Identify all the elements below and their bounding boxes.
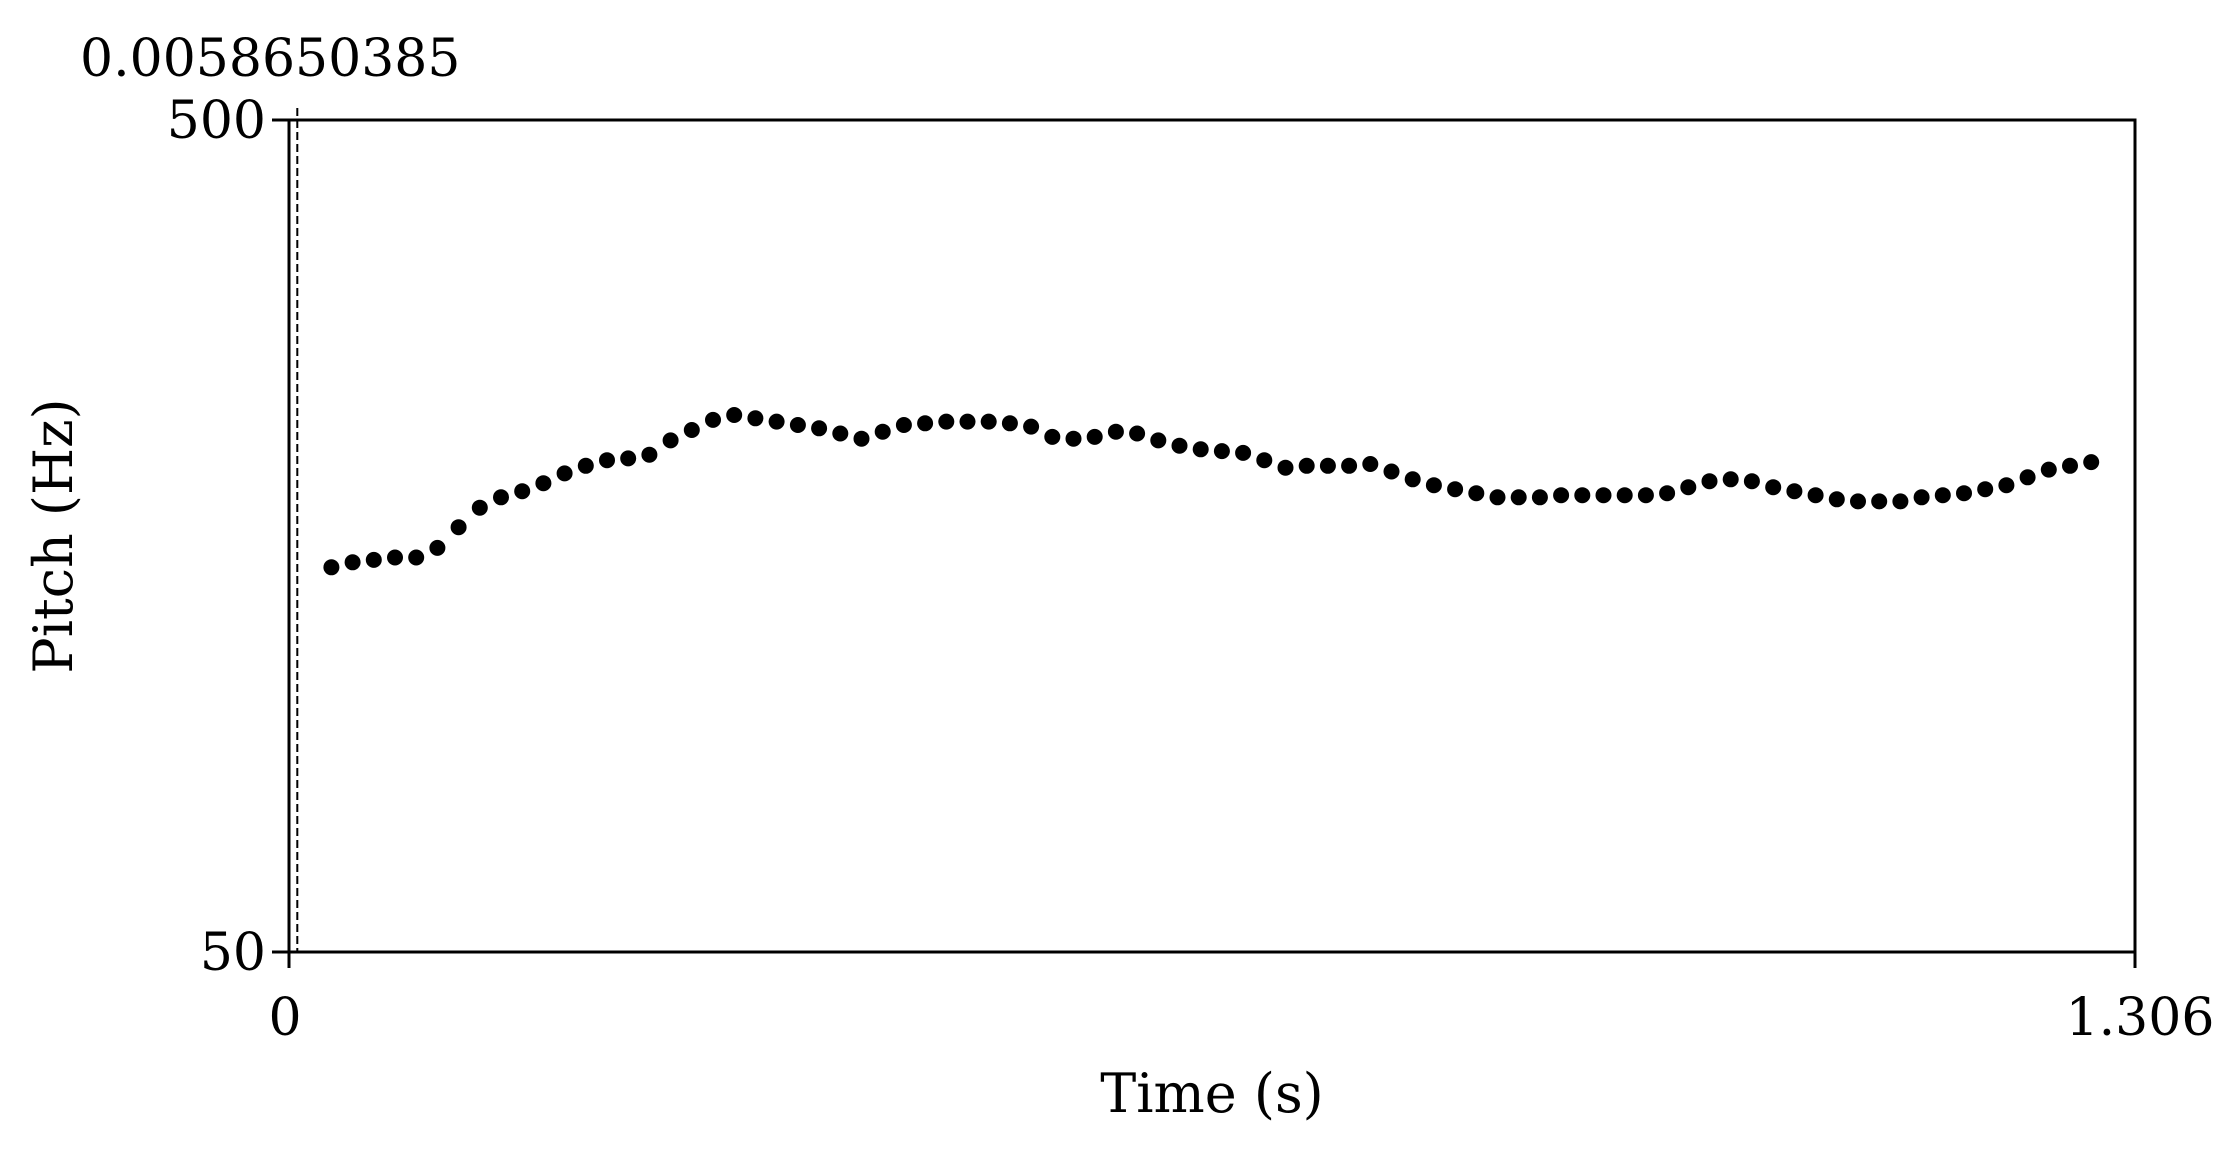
- pitch-point: [1150, 432, 1167, 449]
- pitch-point: [535, 475, 552, 492]
- pitch-point: [1574, 487, 1591, 504]
- pitch-point: [1659, 485, 1676, 502]
- pitch-point: [1383, 463, 1400, 480]
- pitch-point: [1680, 479, 1697, 496]
- pitch-point: [1807, 487, 1824, 504]
- pitch-point: [683, 422, 700, 438]
- pitch-point: [1765, 479, 1782, 496]
- pitch-point: [1319, 457, 1336, 474]
- pitch-point: [1977, 481, 1994, 498]
- pitch-point: [853, 430, 870, 447]
- pitch-point: [789, 417, 806, 433]
- y-tick-label-min: 50: [200, 923, 266, 983]
- pitch-point: [1192, 441, 1209, 458]
- pitch-point: [1934, 487, 1951, 504]
- pitch-point: [1850, 493, 1866, 510]
- pitch-point: [1871, 493, 1888, 510]
- pitch-point: [1616, 487, 1633, 504]
- pitch-point: [1129, 425, 1146, 442]
- pitch-point: [1425, 477, 1442, 494]
- pitch-point: [938, 413, 955, 430]
- pitch-point: [1998, 477, 2015, 494]
- pitch-point: [1637, 487, 1654, 504]
- pitch-point: [408, 549, 425, 566]
- plot-frame: [287, 118, 2137, 954]
- pitch-point: [1913, 489, 1930, 506]
- pitch-point: [1001, 415, 1018, 432]
- time-cursor-label: 0.0058650385: [80, 29, 460, 89]
- pitch-point: [1023, 418, 1040, 435]
- pitch-point: [2040, 461, 2057, 478]
- pitch-point: [1213, 443, 1230, 460]
- pitch-point: [1489, 489, 1506, 506]
- pitch-points: [323, 407, 2100, 576]
- pitch-point: [387, 549, 403, 566]
- pitch-point: [917, 415, 934, 432]
- pitch-point: [811, 420, 828, 437]
- pitch-point: [768, 413, 785, 430]
- pitch-point: [895, 417, 912, 433]
- pitch-point: [577, 457, 594, 474]
- pitch-point: [1277, 459, 1294, 476]
- pitch-point: [2083, 454, 2100, 471]
- pitch-point: [1743, 473, 1760, 490]
- pitch-point: [1235, 444, 1252, 461]
- pitch-point: [874, 423, 891, 440]
- pitch-point: [323, 559, 340, 576]
- pitch-point: [662, 432, 679, 449]
- x-axis-title: Time (s): [1100, 1062, 1323, 1125]
- pitch-point: [471, 499, 488, 516]
- pitch-point: [1468, 485, 1485, 502]
- pitch-point: [1362, 456, 1379, 472]
- pitch-point: [620, 450, 637, 467]
- pitch-point: [493, 489, 509, 506]
- pitch-point: [1828, 491, 1845, 508]
- pitch-point: [1531, 489, 1548, 506]
- pitch-point: [832, 425, 849, 442]
- pitch-point: [980, 413, 997, 430]
- pitch-point: [1510, 489, 1527, 506]
- pitch-point: [1722, 471, 1739, 488]
- pitch-point: [1044, 428, 1061, 445]
- pitch-point: [365, 551, 382, 568]
- pitch-point: [1341, 457, 1358, 474]
- pitch-point: [641, 446, 658, 463]
- pitch-point: [747, 410, 764, 427]
- pitch-point: [1701, 473, 1718, 490]
- pitch-point: [2062, 457, 2078, 474]
- pitch-point: [1404, 471, 1421, 488]
- y-axis-title: Pitch (Hz): [22, 398, 85, 673]
- pitch-point: [1298, 457, 1315, 474]
- pitch-point: [450, 519, 467, 536]
- pitch-point: [599, 452, 615, 469]
- pitch-point: [2019, 469, 2036, 486]
- pitch-point: [705, 411, 721, 428]
- pitch-point: [1256, 452, 1273, 469]
- pitch-point: [514, 483, 531, 500]
- pitch-point: [1956, 485, 1972, 502]
- pitch-point: [1107, 423, 1124, 440]
- pitch-point: [429, 539, 446, 556]
- pitch-point: [959, 413, 976, 430]
- pitch-point: [1595, 487, 1612, 504]
- pitch-point: [556, 465, 573, 482]
- pitch-point: [1086, 428, 1103, 445]
- x-tick-label-max: 1.306: [2066, 988, 2215, 1048]
- pitch-point: [1171, 437, 1188, 454]
- pitch-point: [726, 407, 743, 423]
- pitch-point: [1553, 487, 1570, 504]
- pitch-point: [1447, 481, 1464, 498]
- x-tick-label-min: 0: [268, 988, 301, 1048]
- pitch-point: [1786, 483, 1803, 500]
- y-tick-label-max: 500: [167, 91, 266, 151]
- pitch-point: [1892, 493, 1909, 510]
- pitch-point: [1065, 430, 1082, 447]
- pitch-point: [344, 554, 361, 571]
